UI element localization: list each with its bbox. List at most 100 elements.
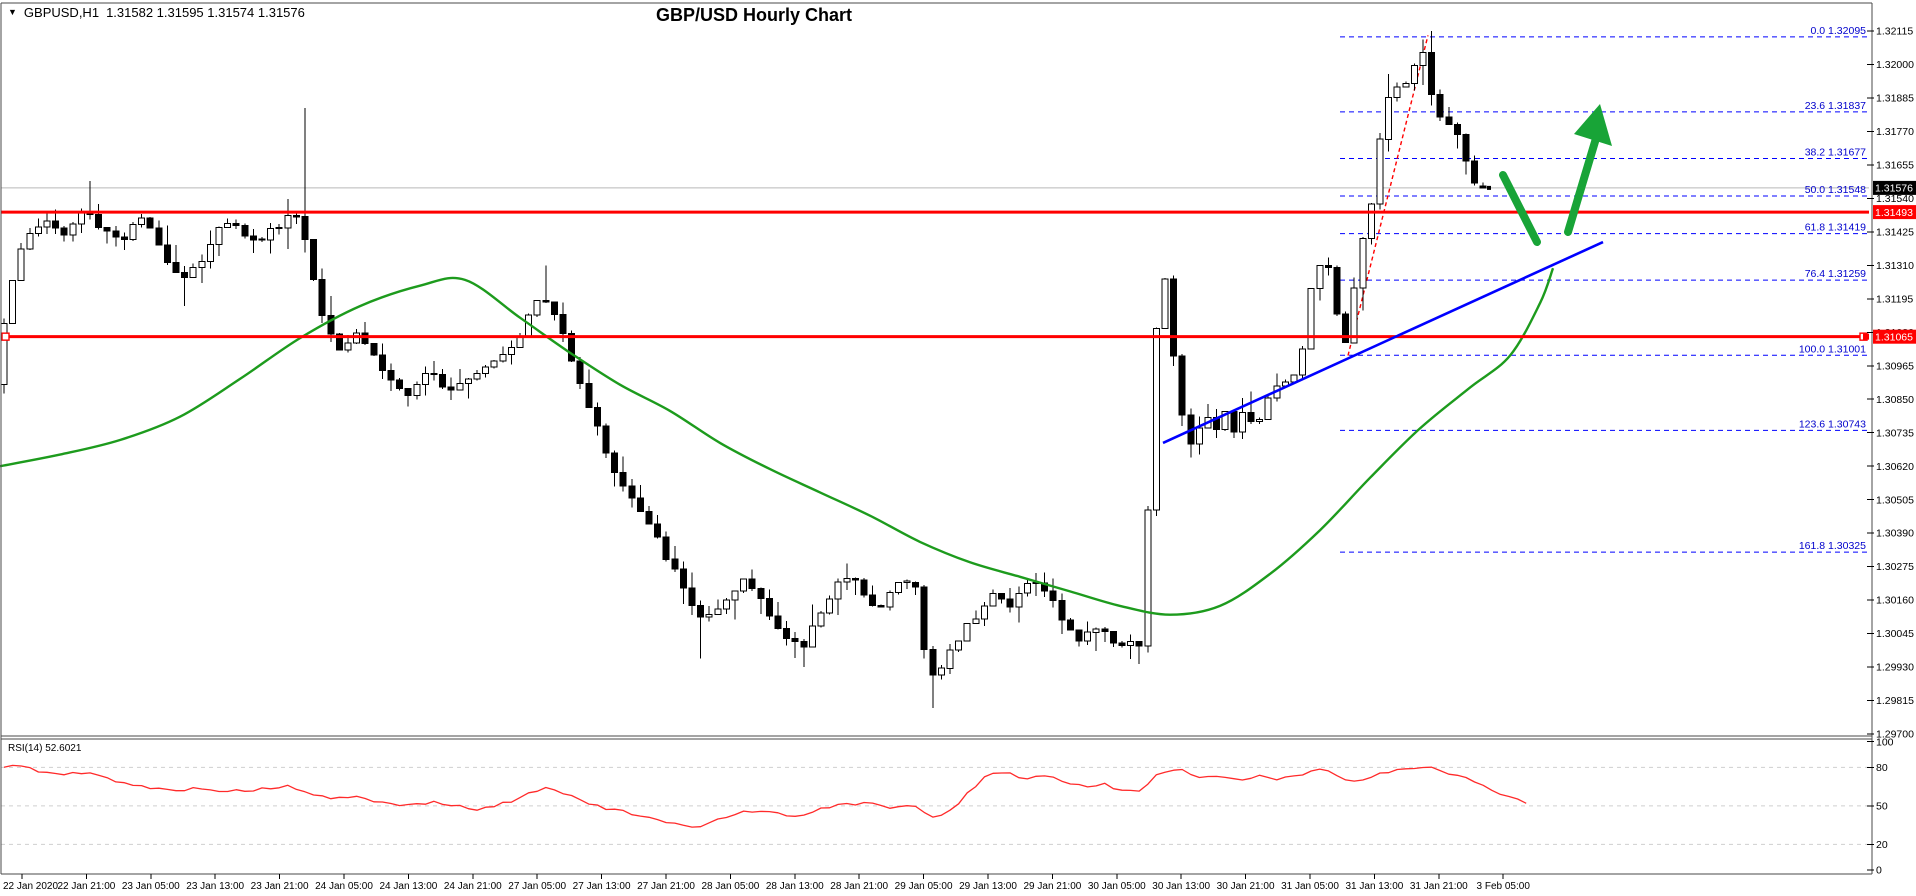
candle-body [860,579,868,596]
candle-body [800,640,808,648]
candle-body [1161,278,1169,329]
price-axis-label: 1.29930 [1876,662,1914,674]
candle-body [249,235,257,241]
time-axis-label: 31 Jan 13:00 [1345,881,1403,892]
price-axis-label: 1.29700 [1876,729,1914,741]
candle-body [783,627,791,639]
candle-body [765,598,773,617]
arrow-stroke-up[interactable] [1564,121,1604,236]
rsi-axis[interactable]: 100 80 50 20 0 [1867,736,1894,877]
candle-body [740,578,748,592]
time-axis[interactable]: 22 Jan 2020 22 Jan 21:00 23 Jan 05:00 23 Ja… [3,874,1530,892]
trendline[interactable] [1162,240,1604,445]
candle-body [1419,52,1427,66]
time-axis-label: 22 Jan 21:00 [57,881,115,892]
candle-body [774,615,782,629]
candle-body [1006,598,1014,608]
arrow-head[interactable] [1574,104,1612,146]
price-axis-label: 1.30735 [1876,427,1914,439]
rsi-axis-label: 80 [1876,762,1888,774]
candle-body [955,640,963,651]
candle-body [258,238,266,241]
candle-body [937,667,945,676]
candle-body [318,278,326,317]
candle-body [1221,411,1229,431]
fib-label-123.6: 123.6 1.30743 [1799,418,1866,430]
candle-body [1445,116,1453,126]
time-axis-label: 24 Jan 21:00 [444,881,502,892]
fib-label-38.2: 38.2 1.31677 [1805,147,1866,159]
candle-body [482,366,490,375]
candle-body [344,342,352,351]
fib-label-76.4: 76.4 1.31259 [1805,268,1866,280]
candle-body [1144,509,1152,647]
candle-body [1307,287,1315,350]
candle-body [1350,287,1358,344]
candle-body [335,333,343,351]
candle-body [284,215,292,229]
candle-body [155,227,163,246]
price-axis-label: 1.32000 [1876,59,1914,71]
candle-body [1342,313,1350,344]
rsi-indicator-label: RSI(14) 52.6021 [8,743,82,754]
green-arrow-annotation[interactable] [1499,104,1612,246]
candle-body [103,227,111,232]
candle-body [894,581,902,593]
line-handle-left[interactable] [1,332,10,341]
price-axis-label: 1.31885 [1876,93,1914,105]
candle-body [628,485,636,499]
candle-body [301,216,309,240]
time-axis-label: 24 Jan 13:00 [379,881,437,892]
candle-body [292,215,300,218]
candle-body [757,588,765,600]
symbol-dropdown-icon[interactable]: ▼ [8,7,17,17]
candle-body [654,523,662,538]
candle-body [1058,600,1066,621]
arrow-stroke-down[interactable] [1499,171,1541,246]
candle-body [826,598,834,614]
time-axis-label: 31 Jan 21:00 [1410,881,1468,892]
candle-body [206,244,214,263]
candle-body [1118,642,1126,646]
candle-body [593,407,601,427]
candle-body [645,510,653,525]
candle-body [843,578,851,583]
time-axis-label: 28 Jan 05:00 [701,881,759,892]
candle-body [1393,86,1401,98]
candle-body [43,220,51,228]
rsi-panel [1,764,1869,845]
candle-body [95,214,103,229]
time-axis-label: 29 Jan 13:00 [959,881,1017,892]
price-axis[interactable]: 1.32115 1.32000 1.31885 1.31770 1.31655 1.315… [1867,26,1914,741]
time-axis-label: 23 Jan 21:00 [251,881,309,892]
fib-label-61.8: 61.8 1.31419 [1805,222,1866,234]
candle-body [1084,631,1092,642]
candle-body [912,581,920,588]
symbol-name: GBPUSD,H1 [23,5,100,20]
candle-body [447,386,455,391]
trendline-layer[interactable] [1162,240,1604,445]
fib-retracement-tool[interactable]: 0.0 1.32095 23.6 1.31837 38.2 1.31677 50.0 … [1340,25,1869,553]
price-axis-label: 1.30275 [1876,561,1914,573]
candle-body [731,590,739,601]
candle-body [241,224,249,237]
candle-body [224,222,232,228]
price-axis-label: 1.31310 [1876,260,1914,272]
price-tag-value: 1.31493 [1875,207,1913,219]
fib-label-23.6: 23.6 1.31837 [1805,100,1866,112]
candle-body [490,360,498,368]
time-axis-label: 3 Feb 05:00 [1477,881,1531,892]
candle-body [189,266,197,278]
time-axis-label: 28 Jan 13:00 [766,881,824,892]
last-price-marker [1487,185,1491,190]
candle-body [576,360,584,385]
candle-body [198,261,206,268]
candle-body [52,220,60,229]
price-tag-value: 1.31576 [1875,183,1913,195]
candle-body [1152,328,1160,511]
candle-body [1324,264,1332,268]
sr-line-right-anchor[interactable] [1863,333,1869,340]
candle-body [1092,628,1100,633]
candle-body [310,238,318,280]
